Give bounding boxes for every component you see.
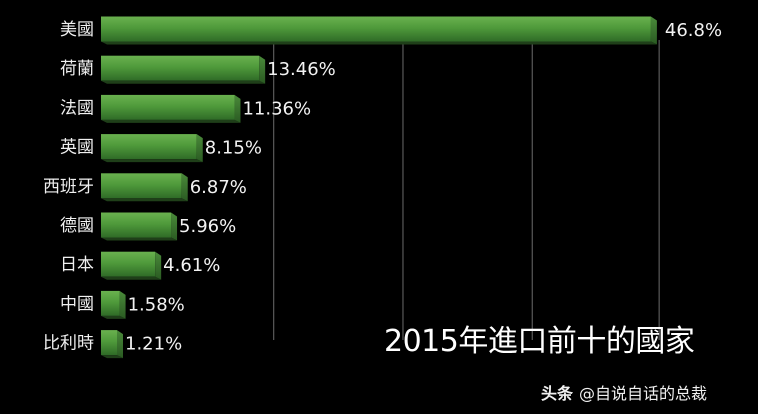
bar-end-5 [171, 212, 178, 241]
watermark-handle: @自说自话的总裁 [579, 384, 708, 403]
category-label-5: 德國 [60, 216, 94, 236]
bar-shadow-7 [101, 315, 126, 319]
value-label-8: 1.21% [125, 334, 182, 355]
bar-end-2 [234, 94, 241, 123]
category-label-3: 英國 [60, 138, 94, 158]
bar-7 [101, 290, 120, 316]
value-label-7: 1.58% [128, 294, 185, 315]
bar-8 [101, 330, 117, 356]
watermark-brand: 头条 [541, 384, 574, 403]
category-label-4: 西班牙 [43, 177, 94, 197]
bar-2 [101, 94, 235, 120]
category-label-2: 法國 [60, 98, 94, 118]
bar-end-7 [119, 290, 126, 319]
category-label-0: 美國 [60, 20, 94, 40]
bar-shadow-5 [101, 237, 178, 241]
bar-3 [101, 134, 197, 160]
bar-end-3 [196, 134, 203, 163]
bar-end-8 [117, 330, 123, 359]
category-label-1: 荷蘭 [60, 59, 94, 79]
bar-5 [101, 212, 172, 238]
bar-1 [101, 55, 260, 81]
bar-shadow-3 [101, 159, 203, 163]
category-label-6: 日本 [60, 255, 94, 275]
bar-shadow-1 [101, 80, 266, 84]
value-label-4: 6.87% [190, 177, 247, 198]
value-label-1: 13.46% [267, 59, 336, 80]
bar-shadow-6 [101, 276, 162, 280]
bar-shadow-0 [101, 41, 657, 45]
bar-shadow-2 [101, 119, 241, 123]
value-label-3: 8.15% [205, 138, 262, 159]
bar-end-0 [650, 16, 657, 45]
bar-end-4 [181, 173, 188, 202]
value-label-2: 11.36% [242, 98, 311, 119]
chart-title: 2015年進口前十的國家 [384, 324, 695, 359]
value-label-6: 4.61% [163, 255, 220, 276]
category-label-8: 比利時 [43, 334, 94, 354]
bar-6 [101, 251, 156, 277]
bar-end-6 [155, 251, 162, 280]
category-label-7: 中國 [60, 294, 94, 314]
bar-end-1 [259, 55, 266, 84]
bar-shadow-4 [101, 198, 188, 202]
value-label-0: 46.8% [665, 20, 722, 41]
bar-0 [101, 16, 651, 42]
bar-shadow-8 [101, 355, 123, 359]
value-label-5: 5.96% [179, 216, 236, 237]
watermark: 头条 @自说自话的总裁 [541, 380, 707, 404]
bar-4 [101, 173, 182, 199]
